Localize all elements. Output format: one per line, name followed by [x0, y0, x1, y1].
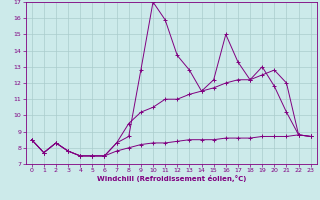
X-axis label: Windchill (Refroidissement éolien,°C): Windchill (Refroidissement éolien,°C) — [97, 175, 246, 182]
